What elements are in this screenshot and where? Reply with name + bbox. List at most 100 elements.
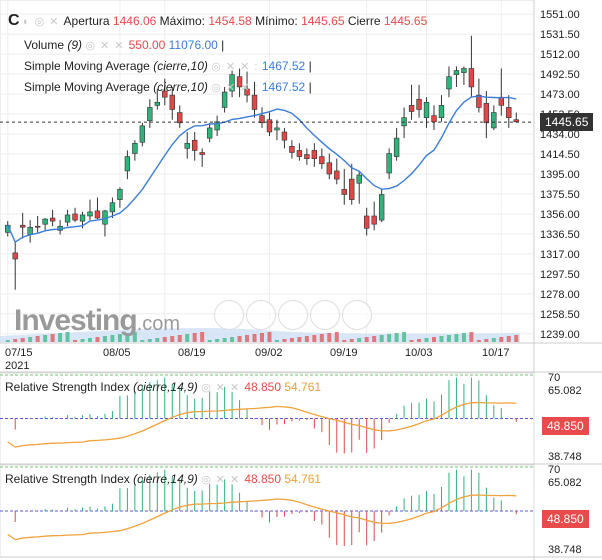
candle-body [266, 119, 273, 133]
rsi-icons[interactable]: ◎ ✕ ✕ [201, 474, 245, 486]
volume-legend: Volume (9) ◎ ✕ ✕ 550.00 11076.00 | [24, 38, 224, 52]
date-label: 08/19 [178, 347, 206, 359]
zoom-out-icon[interactable] [214, 300, 244, 330]
volume-bar [469, 332, 474, 342]
volume-bar [140, 340, 145, 342]
last-price-badge: 1445.65 [540, 113, 594, 131]
high-value: 1454.58 [208, 14, 252, 28]
legend-icons[interactable]: ◐ ◎ ✕ [22, 16, 64, 28]
date-label: 10/17 [482, 347, 510, 359]
candle [274, 119, 280, 141]
candle-body [356, 174, 362, 184]
sma-icons[interactable]: ◎ ✕ ✕ : [211, 82, 259, 94]
volume-bar [50, 334, 55, 342]
candle-body [393, 137, 400, 157]
candle [229, 70, 235, 98]
candle-body [513, 119, 519, 123]
volume-bar [177, 335, 182, 342]
price-tick: 1375.50 [540, 189, 580, 201]
rsi-signal-line [7, 401, 517, 448]
candle-body [416, 98, 422, 110]
candle-body [109, 202, 116, 213]
candle-body [304, 154, 310, 159]
volume-bar [357, 338, 362, 342]
volume-bar [282, 339, 287, 342]
volume-bar [117, 334, 122, 342]
close-value: 1445.65 [383, 14, 428, 28]
candle [289, 140, 295, 159]
candle [49, 209, 56, 227]
volume-bar [237, 336, 242, 342]
pan-left-icon[interactable] [278, 300, 308, 330]
candle-body [20, 224, 26, 228]
candle-body [408, 105, 415, 112]
logo-suffix: .com [136, 313, 181, 335]
volume-bar [379, 335, 384, 342]
price-tick: 1434.00 [540, 129, 580, 141]
rsi-signal-value: 54.761 [284, 472, 322, 486]
rsi-tick: 65.082 [548, 385, 582, 397]
candle [393, 127, 400, 161]
zoom-in-icon[interactable] [246, 300, 276, 330]
candle-body [371, 215, 377, 225]
pan-right-icon[interactable] [310, 300, 340, 330]
volume-bar [454, 334, 459, 342]
candle-body [281, 131, 288, 141]
candle-body [289, 146, 295, 153]
candle-body [34, 225, 41, 228]
sma-icons[interactable]: ◎ ✕ ✕ : [211, 61, 259, 73]
date-label: 09/19 [330, 347, 358, 359]
rsi-icons[interactable]: ◎ ✕ ✕ [201, 382, 245, 394]
price-axis: 1551.001531.501512.001492.501473.001453.… [533, 0, 580, 560]
candle [461, 66, 467, 85]
candle-body [251, 94, 258, 110]
low-value: 1445.65 [301, 14, 345, 28]
candle-body [296, 150, 303, 157]
candle [34, 215, 41, 233]
volume-bar [274, 340, 279, 342]
volume-bar [155, 338, 160, 342]
candle [416, 84, 422, 118]
volume-bar [200, 332, 205, 342]
rsi-value: 48.850 [244, 380, 282, 394]
volume-bar [28, 337, 33, 342]
volume-bar [192, 333, 197, 342]
candle-body [42, 218, 48, 225]
volume-bar [349, 339, 354, 342]
candle [177, 105, 183, 128]
rsi-legend-1: Relative Strength Index (cierre,14,9) ◎ … [5, 380, 321, 394]
volume-bar [88, 338, 92, 342]
reset-icon[interactable] [342, 300, 372, 330]
high-label: Máximo: [159, 14, 205, 28]
sma-line [7, 95, 517, 244]
volume-icons[interactable]: ◎ ✕ ✕ [85, 40, 129, 52]
volume-bar [417, 339, 422, 342]
candle [117, 187, 123, 208]
volume-bar [132, 332, 137, 342]
price-tick: 1356.00 [540, 209, 580, 221]
sma-label: Simple Moving Average [24, 59, 150, 73]
volume-bar [319, 334, 324, 342]
candle-body [349, 178, 355, 200]
candle-body [87, 211, 93, 217]
candle [483, 91, 490, 139]
sma-param: (cierre,10) [153, 80, 208, 94]
volume-bar [342, 340, 347, 342]
date-label: 07/15 [5, 347, 33, 359]
volume-bar [207, 340, 212, 342]
candle [124, 150, 131, 180]
rsi-tick: 70 [548, 464, 560, 476]
volume-bar [252, 334, 257, 342]
candle [506, 95, 512, 128]
low-label: Mínimo: [255, 14, 298, 28]
candle [162, 78, 168, 106]
candle-body [364, 215, 370, 229]
candle-body [221, 91, 228, 108]
candle-body [27, 226, 33, 235]
candle [42, 218, 48, 231]
volume-value-2: 11076.00 [168, 38, 218, 52]
volume-bar [267, 332, 272, 342]
candle-body [244, 88, 250, 96]
candle [364, 207, 370, 236]
